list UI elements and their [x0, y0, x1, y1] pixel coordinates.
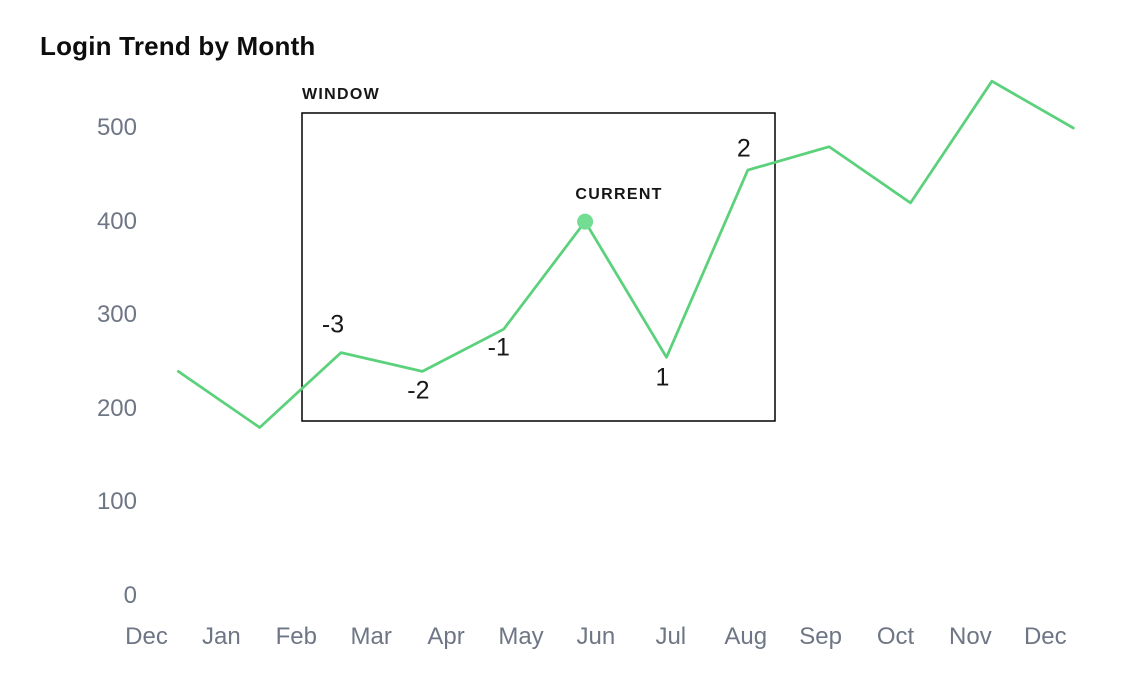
offset-annotation: -1 — [487, 333, 510, 362]
current-point-marker — [577, 213, 594, 230]
y-tick-label: 300 — [96, 301, 137, 329]
y-tick-label: 400 — [96, 207, 137, 235]
y-tick-label: 100 — [96, 488, 137, 516]
trend-line — [176, 79, 1075, 429]
window-box — [301, 112, 776, 422]
x-tick-label: Jan — [202, 623, 241, 650]
x-tick-label: Sep — [799, 623, 842, 650]
x-tick-label: May — [498, 623, 544, 650]
y-tick-label: 200 — [96, 394, 137, 422]
x-tick-label: Dec — [1023, 623, 1067, 650]
y-tick-label: 500 — [96, 114, 137, 141]
window-label: WINDOW — [302, 86, 381, 103]
x-tick-label: Apr — [427, 623, 465, 650]
x-tick-label: Dec — [125, 623, 168, 650]
x-tick-label: Aug — [724, 623, 768, 650]
offset-annotation: -3 — [321, 310, 345, 339]
x-tick-label: Mar — [350, 623, 392, 650]
offset-annotation: 1 — [655, 363, 670, 392]
x-tick-label: Feb — [275, 623, 317, 650]
x-tick-label: Oct — [876, 623, 915, 650]
current-label: CURRENT — [575, 185, 663, 203]
x-tick-label: Jun — [576, 623, 616, 650]
x-tick-label: Nov — [949, 623, 992, 650]
offset-annotation: -2 — [407, 376, 430, 405]
y-tick-label: 0 — [123, 582, 137, 609]
x-tick-label: Jul — [655, 623, 687, 650]
chart-title: Login Trend by Month — [40, 31, 316, 61]
offset-annotation: 2 — [736, 134, 751, 163]
